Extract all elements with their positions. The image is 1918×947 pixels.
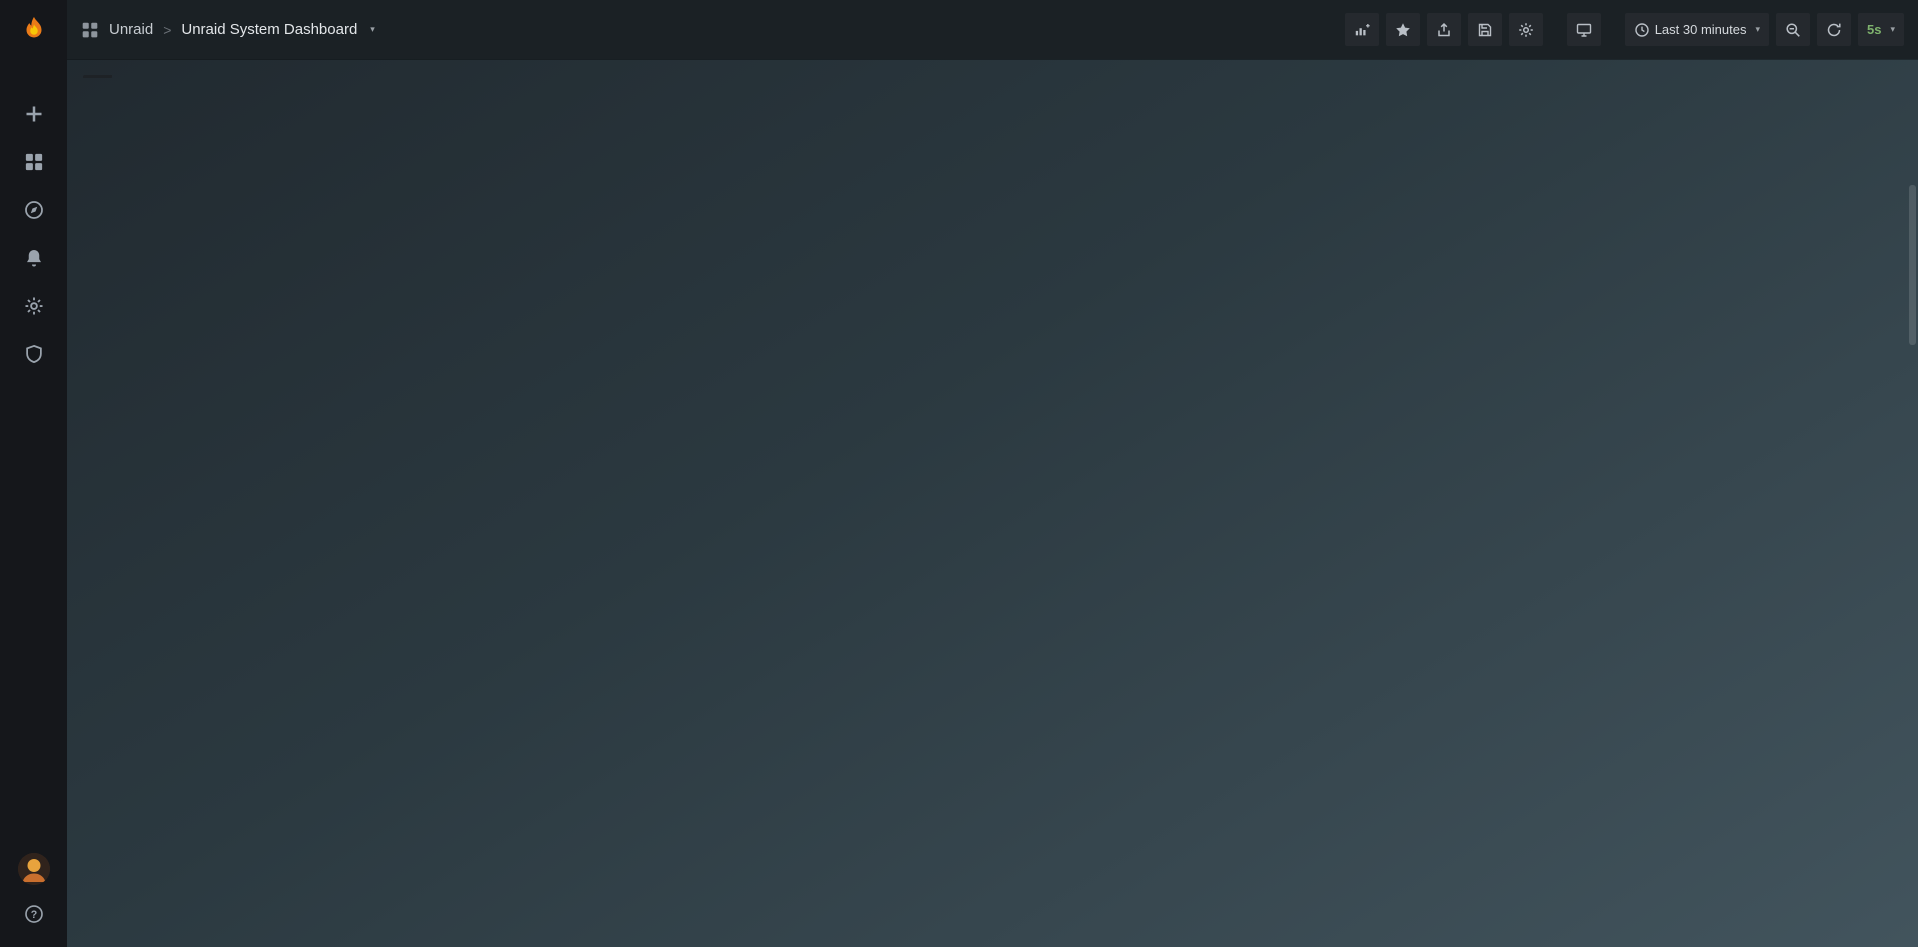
sidebar: ? <box>0 0 67 947</box>
avatar-image <box>18 853 50 885</box>
template-variables-row: kWh Price 0.65▾ Currency kr▾ UPS Max Out… <box>83 75 96 78</box>
help-icon[interactable]: ? <box>23 903 45 925</box>
dashboard-title[interactable]: Unraid System Dashboard <box>181 21 357 38</box>
star-icon <box>1395 22 1411 38</box>
variable-kwh-price[interactable]: kWh Price 0.65▾ <box>83 75 112 78</box>
dashboard-settings-button[interactable] <box>1509 13 1543 46</box>
share-dashboard-button[interactable] <box>1427 13 1461 46</box>
time-range-label: Last 30 minutes <box>1655 22 1747 37</box>
dashboard-scroll-area[interactable]: kWh Price 0.65▾ Currency kr▾ UPS Max Out… <box>67 59 112 78</box>
grafana-logo[interactable] <box>0 0 67 59</box>
gear-icon <box>1518 22 1534 38</box>
configuration-gear-icon[interactable] <box>23 295 45 317</box>
user-avatar[interactable] <box>18 853 50 885</box>
refresh-button[interactable] <box>1817 13 1851 46</box>
refresh-interval-label: 5s <box>1867 22 1881 37</box>
topbar: Unraid > Unraid System Dashboard ▾ <box>67 0 1918 59</box>
share-icon <box>1436 22 1452 38</box>
star-dashboard-button[interactable] <box>1386 13 1420 46</box>
clock-icon <box>1634 22 1649 37</box>
refresh-icon <box>1826 22 1842 38</box>
explore-compass-icon[interactable] <box>23 199 45 221</box>
svg-text:?: ? <box>30 909 36 921</box>
grafana-app: ? Unraid > Unraid System Dashboard ▾ <box>0 0 1918 947</box>
add-panel-button[interactable] <box>1345 13 1379 46</box>
alerting-bell-icon[interactable] <box>23 247 45 269</box>
save-dashboard-button[interactable] <box>1468 13 1502 46</box>
refresh-interval-picker[interactable]: 5s ▾ <box>1858 13 1904 46</box>
grafana-flame-icon <box>19 15 49 45</box>
time-range-picker[interactable]: Last 30 minutes ▾ <box>1625 13 1769 46</box>
zoom-out-time-button[interactable] <box>1776 13 1810 46</box>
page-scrollbar[interactable] <box>1909 185 1916 345</box>
zoom-out-icon <box>1785 22 1801 38</box>
breadcrumb-folder[interactable]: Unraid <box>109 21 153 38</box>
add-panel-icon <box>1354 22 1370 38</box>
save-icon <box>1477 22 1493 38</box>
time-range-caret-icon: ▾ <box>1755 24 1760 35</box>
cycle-view-mode-button[interactable] <box>1567 13 1601 46</box>
monitor-icon <box>1576 22 1592 38</box>
dashboard-picker-caret-icon[interactable]: ▾ <box>370 24 375 35</box>
apps-grid-icon[interactable] <box>81 21 99 39</box>
refresh-interval-caret-icon: ▾ <box>1890 24 1895 35</box>
create-add-icon[interactable] <box>23 103 45 125</box>
dashboards-icon[interactable] <box>23 151 45 173</box>
server-admin-shield-icon[interactable] <box>23 343 45 365</box>
breadcrumb-separator: > <box>163 22 171 38</box>
